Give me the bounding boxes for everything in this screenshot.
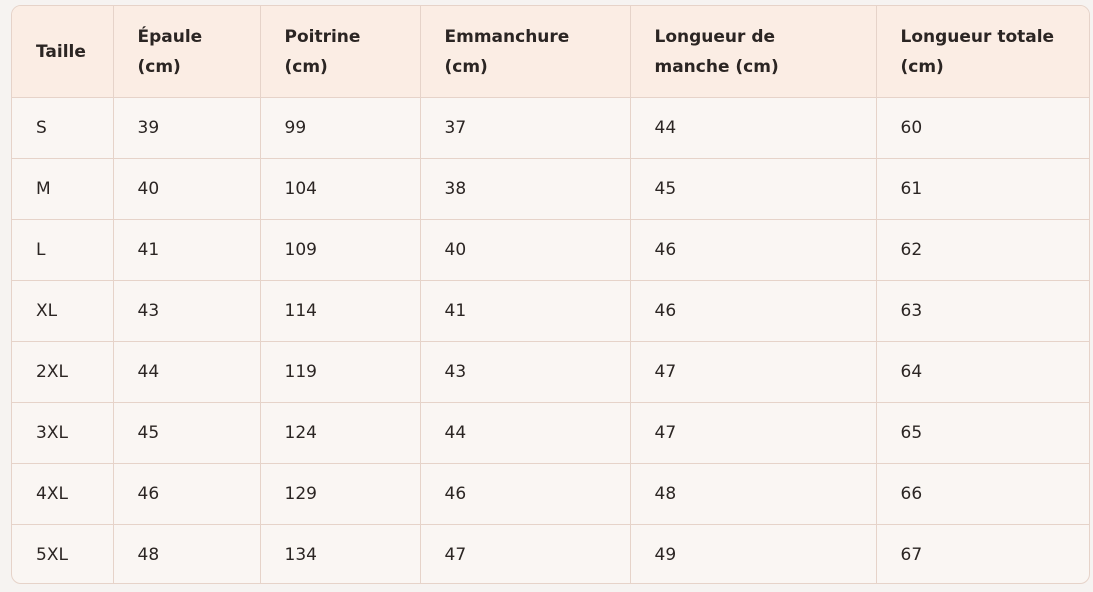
header-text: Emmanchure (cm) [444, 26, 570, 77]
table-cell: 45 [630, 158, 877, 220]
table-cell: 43 [420, 341, 631, 403]
table-cell: 44 [630, 97, 877, 159]
table-cell: 45 [113, 402, 261, 464]
header-row: Taille Épaule (cm) Poitrine (cm) Emmanchure… [12, 6, 1089, 98]
table-cell: M [12, 158, 114, 220]
table-cell: 38 [420, 158, 631, 220]
table-row: L 41 109 40 46 62 [12, 219, 1089, 281]
table-header: Taille Épaule (cm) Poitrine (cm) Emmanchure… [12, 6, 1089, 98]
table-cell: 60 [876, 97, 1089, 159]
table-cell: 3XL [12, 402, 114, 464]
table-cell: 5XL [12, 524, 114, 583]
table-row: 4XL 46 129 46 48 66 [12, 463, 1089, 525]
table-cell: 62 [876, 219, 1089, 281]
table-row: M 40 104 38 45 61 [12, 158, 1089, 220]
table-cell: 64 [876, 341, 1089, 403]
table-cell: 44 [113, 341, 261, 403]
table-cell: 4XL [12, 463, 114, 525]
table-cell: 43 [113, 280, 261, 342]
table-cell: 39 [113, 97, 261, 159]
table-cell: 46 [113, 463, 261, 525]
table-cell: 37 [420, 97, 631, 159]
header-text: Taille [36, 41, 86, 62]
table-cell: 41 [113, 219, 261, 281]
header-cell: Emmanchure (cm) [420, 6, 631, 98]
table-cell: XL [12, 280, 114, 342]
table-cell: 124 [260, 402, 421, 464]
table-body: S 39 99 37 44 60 M 40 104 38 45 61 L 41 109 40 46 62 XL 43 1… [12, 97, 1089, 583]
header-text: Épaule (cm) [137, 26, 203, 77]
table-cell: 40 [420, 219, 631, 281]
table-cell: 65 [876, 402, 1089, 464]
header-cell: Épaule (cm) [113, 6, 261, 98]
table-cell: 129 [260, 463, 421, 525]
table-cell: 67 [900, 545, 923, 565]
table-cell: 104 [260, 158, 421, 220]
table-cell: L [12, 219, 114, 281]
header-text: Poitrine (cm) [284, 26, 361, 77]
table-row: 5XL 48 134 47 49 67 [12, 524, 1089, 583]
table-cell: 114 [260, 280, 421, 342]
table-cell: 46 [420, 463, 631, 525]
table-cell: 47 [420, 524, 631, 583]
size-table: Taille Épaule (cm) Poitrine (cm) Emmanchure… [12, 6, 1089, 583]
table-cell: 61 [876, 158, 1089, 220]
table-cell: 47 [630, 402, 877, 464]
table-row: XL 43 114 41 46 63 [12, 280, 1089, 342]
table-cell: 63 [876, 280, 1089, 342]
table-row: 2XL 44 119 43 47 64 [12, 341, 1089, 403]
header-text: Longueur totale (cm) [900, 26, 1055, 77]
table-cell: 47 [630, 341, 877, 403]
table-cell: 48 [113, 524, 261, 583]
table-cell: 134 [260, 524, 421, 583]
header-cell: Longueur totale (cm) [876, 6, 1089, 98]
table-cell: S [12, 97, 114, 159]
table-row: 3XL 45 124 44 47 65 [12, 402, 1089, 464]
table-cell: 99 [260, 97, 421, 159]
table-cell: 46 [630, 219, 877, 281]
size-table-container: Taille Épaule (cm) Poitrine (cm) Emmanchure… [11, 5, 1090, 584]
table-cell: 41 [420, 280, 631, 342]
table-cell: 46 [630, 280, 877, 342]
table-cell: 109 [260, 219, 421, 281]
header-cell: Longueur de manche (cm) [630, 6, 877, 98]
header-text: Longueur de manche (cm) [654, 26, 779, 77]
table-cell: 44 [420, 402, 631, 464]
header-cell: Taille [12, 6, 114, 98]
table-cell: 40 [113, 158, 261, 220]
table-cell: 66 [876, 463, 1089, 525]
table-cell: 2XL [12, 341, 114, 403]
table-row: S 39 99 37 44 60 [12, 97, 1089, 159]
table-cell: 49 [630, 524, 877, 583]
header-cell: Poitrine (cm) [260, 6, 421, 98]
table-cell: 48 [630, 463, 877, 525]
table-cell: 119 [260, 341, 421, 403]
